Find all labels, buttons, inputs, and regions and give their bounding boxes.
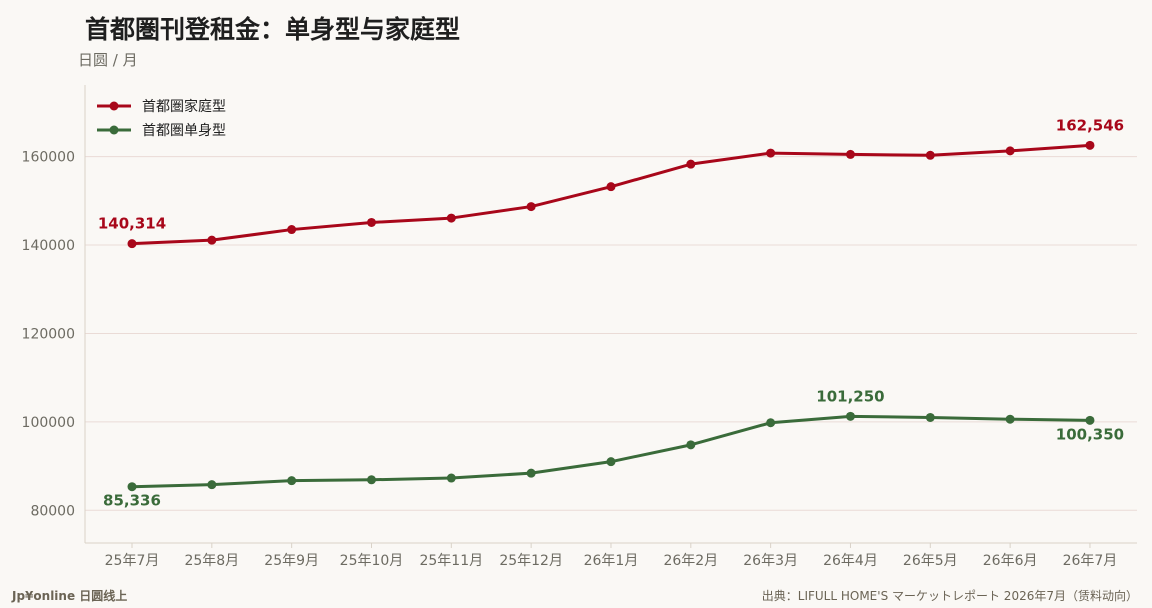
axes: 80000 100000 120000 140000 160000 25年7月 25年8月 2… [22,85,1137,569]
x-tick-label: 26年5月 [903,553,958,569]
data-point [686,440,696,450]
data-label: 100,350 [1056,425,1124,443]
data-point [845,149,855,159]
x-tick-label: 25年10月 [340,553,404,569]
data-point [366,475,376,485]
y-tick-label: 140000 [22,238,75,254]
x-tick-label: 26年2月 [663,553,718,569]
gridlines [85,156,1137,511]
x-tick-label: 26年4月 [823,553,878,569]
x-tick-label: 25年7月 [105,553,160,569]
data-point [207,480,217,490]
data-point [1005,146,1015,156]
data-point [686,159,696,169]
unit-label: 日圆 / 月 [78,51,138,69]
data-point [845,411,855,421]
data-point [127,239,137,249]
footer-brand: Jp¥online 日圆线上 [12,589,128,603]
y-tick-label: 160000 [22,150,75,166]
legend-label: 首都圏单身型 [142,123,226,139]
data-point [766,148,776,158]
data-label: 85,336 [103,492,161,510]
data-point [526,468,536,478]
data-point [287,225,297,235]
data-labels: 140,314 162,546 85,336 101,250 100,350 [98,116,1124,509]
data-point [287,476,297,486]
data-point [446,473,456,483]
legend-marker [109,125,119,135]
x-tick-label: 26年6月 [983,553,1038,569]
data-point [366,217,376,227]
legend-label: 首都圏家庭型 [142,98,226,115]
data-label: 101,250 [816,387,884,405]
data-point [606,182,616,192]
chart-title: 首都圏刊登租金：单身型与家庭型 [85,15,461,44]
data-point [207,235,217,245]
series-lines [127,140,1095,492]
y-tick-label: 120000 [22,326,75,342]
data-point [1085,415,1095,425]
data-point [446,213,456,223]
series-line [131,414,1090,489]
x-tick-label: 26年1月 [584,553,639,569]
x-tick-label: 25年9月 [264,553,319,569]
x-tick-label: 26年3月 [743,553,798,569]
data-point [1085,140,1095,150]
y-tick-label: 100000 [22,415,75,431]
legend-marker [109,101,119,111]
data-point [127,482,137,492]
data-point [766,418,776,428]
data-point [1005,414,1015,424]
x-tick-label: 26年7月 [1063,553,1118,569]
y-tick-label: 80000 [30,503,75,519]
x-tick-label: 25年8月 [184,553,239,569]
data-point [925,412,935,422]
series-line [131,143,1091,246]
data-point [606,457,616,467]
x-tick-label: 25年11月 [419,553,483,569]
data-point [526,202,536,212]
x-tick-label: 25年12月 [499,553,563,569]
data-point [925,150,935,160]
data-label: 162,546 [1056,116,1124,134]
data-label: 140,314 [98,215,166,233]
footer-source: 出典：LIFULL HOME'S マーケットレポート 2026年7月（赁料动向） [761,589,1138,603]
